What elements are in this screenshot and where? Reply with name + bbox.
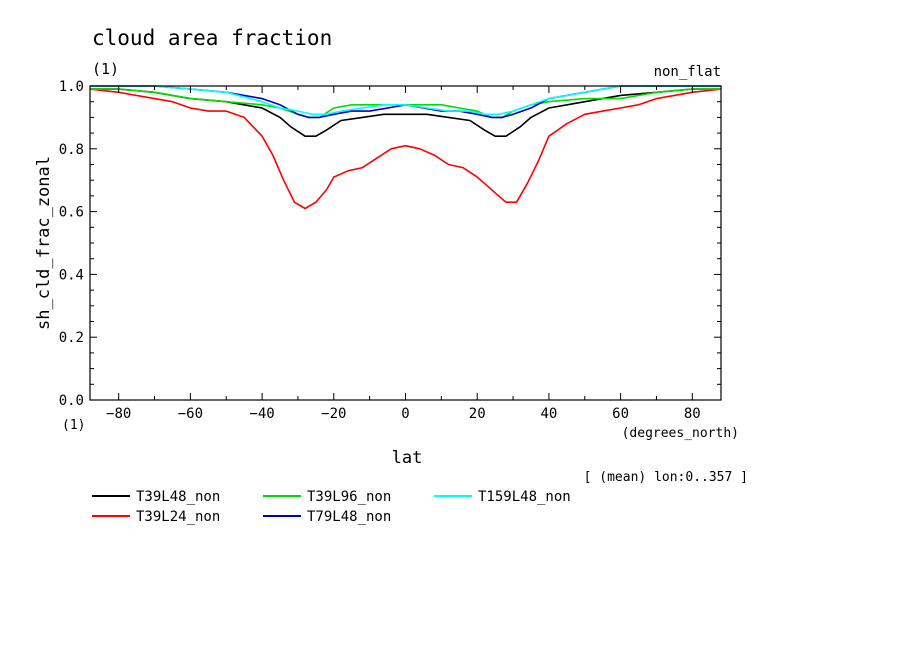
chart-title: cloud area fraction xyxy=(92,26,332,50)
x-axis-label: lat xyxy=(392,448,423,468)
y-tick-label: 0.2 xyxy=(59,330,84,346)
legend-item-T39L24_non: T39L24_non xyxy=(92,509,220,525)
x-tick-label: −60 xyxy=(178,406,203,422)
x-tick-label: −80 xyxy=(106,406,131,422)
y-tick-label: 0.4 xyxy=(59,267,84,283)
series-line-T159L48_non xyxy=(90,85,721,116)
axis-ticks xyxy=(90,85,721,401)
legend-label: T159L48_non xyxy=(478,489,571,505)
y-axis-label: sh_cld_frac_zonal xyxy=(34,156,54,330)
legend-item-T79L48_non: T79L48_non xyxy=(263,509,391,525)
y-tick-label: 0.0 xyxy=(59,393,84,409)
y-tick-labels: 0.0 0.2 0.4 0.6 0.8 1.0 xyxy=(59,79,84,409)
series-line-T39L24_non xyxy=(89,88,722,210)
series-line-T39L48_non xyxy=(90,88,721,137)
chart-title-units: (1) xyxy=(92,60,119,78)
x-tick-label: −20 xyxy=(321,406,346,422)
legend-label: T39L96_non xyxy=(307,489,391,505)
plot-frame xyxy=(89,85,722,401)
x-tick-label: 80 xyxy=(684,406,701,422)
legend-label: T39L24_non xyxy=(136,509,220,525)
x-tick-label: 0 xyxy=(401,406,409,422)
legend-item-T39L96_non: T39L96_non xyxy=(263,489,391,505)
x-tick-label: 20 xyxy=(469,406,486,422)
x-tick-label: −40 xyxy=(249,406,274,422)
legend-label: T39L48_non xyxy=(136,489,220,505)
legend: T39L48_non T39L24_non T39L96_non T79L48_non… xyxy=(92,489,571,525)
chart-subtitle-right: non_flat xyxy=(654,64,721,80)
y-tick-label: 1.0 xyxy=(59,79,84,95)
y-axis-units: (1) xyxy=(62,418,85,433)
x-tick-labels: −80 −60 −40 −20 0 20 40 60 80 xyxy=(106,406,701,422)
legend-item-T39L48_non: T39L48_non xyxy=(92,489,220,505)
legend-label: T79L48_non xyxy=(307,509,391,525)
x-tick-label: 60 xyxy=(612,406,629,422)
y-tick-label: 0.6 xyxy=(59,205,84,221)
plot-lines xyxy=(89,85,722,210)
y-tick-label: 0.8 xyxy=(59,142,84,158)
series-line-T39L96_non xyxy=(90,88,721,119)
x-tick-label: 40 xyxy=(540,406,557,422)
x-axis-units: (degrees_north) xyxy=(622,426,739,441)
mean-annotation: [ (mean) lon:0..357 ] xyxy=(584,470,748,485)
legend-item-T159L48_non: T159L48_non xyxy=(434,489,571,505)
